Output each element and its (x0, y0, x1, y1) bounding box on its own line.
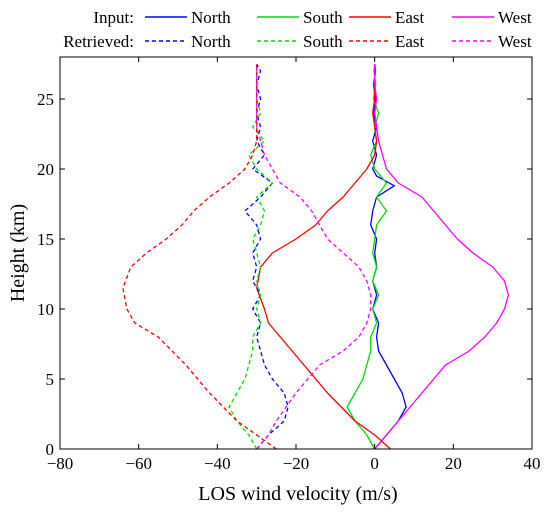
x-tick-label: −80 (47, 454, 74, 473)
series-line-retrieved-north (244, 63, 289, 450)
y-tick-label: 5 (46, 370, 55, 389)
x-tick-label: −20 (283, 454, 310, 473)
x-tick-label: 40 (524, 454, 541, 473)
y-tick-label: 0 (46, 440, 55, 459)
series-line-input-east (256, 63, 391, 450)
y-tick-label: 20 (37, 160, 54, 179)
series-line-retrieved-south (228, 64, 274, 450)
y-axis-label: Height (km) (7, 204, 29, 302)
legend-label-retrieved-north: North (191, 32, 231, 51)
series-line-retrieved-east (122, 64, 277, 450)
series-line-retrieved-west (256, 64, 372, 450)
y-tick-label: 25 (37, 90, 54, 109)
legend-label-retrieved-south: South (303, 32, 343, 51)
y-tick-label: 10 (37, 300, 54, 319)
series-line-input-west (374, 64, 510, 450)
legend-label-input-north: North (191, 8, 231, 27)
x-tick-label: 20 (445, 454, 462, 473)
x-tick-label: 0 (370, 454, 379, 473)
legend-label-input-east: East (395, 8, 425, 27)
series-layer (122, 63, 510, 450)
y-tick-label: 15 (37, 230, 54, 249)
legend-row-label: Input: (93, 8, 134, 27)
legend-label-retrieved-east: East (395, 32, 425, 51)
legend-label-input-south: South (303, 8, 343, 27)
plot-background (60, 57, 532, 449)
x-tick-label: −40 (204, 454, 231, 473)
legend-row-label: Retrieved: (63, 32, 134, 51)
x-axis-label: LOS wind velocity (m/s) (198, 483, 397, 505)
legend-label-input-west: West (498, 8, 532, 27)
plot-area (60, 57, 532, 449)
axes-layer: −80 −60 −40 −20 0 20 40 0 5 10 15 20 25 (37, 56, 541, 473)
legend-label-retrieved-west: West (498, 32, 532, 51)
x-tick-label: −60 (125, 454, 152, 473)
legend: Input: North South East West Retrieved: North S… (63, 8, 532, 51)
